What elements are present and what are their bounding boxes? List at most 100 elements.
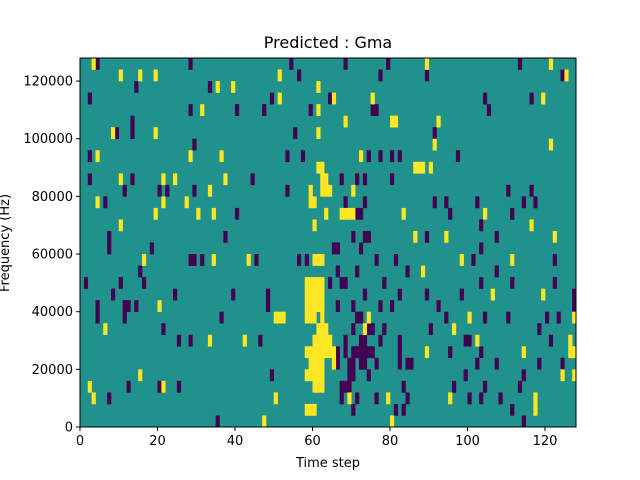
x-tick-label: 120 — [533, 434, 558, 449]
y-tick-label: 120000 — [23, 75, 73, 90]
heatmap-cell-high — [548, 58, 554, 70]
heatmap-cell-low — [351, 369, 356, 382]
heatmap-cell-high — [304, 288, 309, 301]
heatmap-cell-low — [479, 219, 484, 232]
heatmap-cell-high — [173, 173, 178, 186]
heatmap-cell-low — [475, 357, 480, 370]
heatmap-cell-high — [320, 357, 325, 370]
heatmap-cell-low — [95, 58, 100, 70]
heatmap-cell-low — [390, 300, 395, 312]
heatmap-cell-high — [320, 323, 325, 336]
heatmap-cell-high — [304, 311, 309, 324]
heatmap-cell-low — [459, 288, 464, 301]
heatmap-cell-low — [552, 277, 557, 289]
heatmap-cell-high — [95, 196, 100, 209]
heatmap-cell-low — [366, 346, 371, 359]
heatmap-cell-low — [293, 127, 298, 140]
heatmap-cell-low — [134, 300, 139, 312]
heatmap-cell-low — [444, 196, 449, 209]
heatmap-cell-low — [335, 357, 340, 370]
heatmap-cell-high — [308, 369, 313, 382]
heatmap-cell-high — [312, 403, 317, 416]
heatmap-cell-low — [366, 230, 371, 243]
heatmap-cell-low — [192, 138, 197, 151]
heatmap-cell-low — [118, 277, 123, 289]
heatmap-cell-high — [533, 403, 538, 416]
heatmap-cell-high — [312, 196, 317, 209]
heatmap-cell-low — [347, 380, 352, 393]
heatmap-cell-low — [397, 346, 402, 359]
heatmap-cell-high — [308, 288, 313, 301]
heatmap-cell-low — [374, 357, 379, 370]
heatmap-cell-low — [479, 242, 484, 255]
heatmap-cell-low — [359, 207, 364, 220]
heatmap-cell-high — [312, 311, 317, 324]
heatmap-cell-high — [324, 207, 329, 220]
heatmap-cell-high — [161, 173, 166, 186]
heatmap-cell-low — [114, 127, 120, 140]
heatmap-cell-low — [285, 150, 290, 163]
heatmap-cell-low — [362, 357, 368, 370]
heatmap-cell-high — [324, 173, 329, 186]
heatmap-cell-low — [347, 357, 352, 370]
heatmap-cell-low — [343, 346, 348, 359]
heatmap-cell-low — [409, 357, 414, 370]
y-tick-label: 0 — [65, 421, 73, 436]
heatmap-cell-low — [269, 92, 275, 105]
heatmap-cell-low — [378, 300, 383, 312]
heatmap-cell-low — [572, 300, 577, 312]
heatmap-cell-low — [339, 392, 344, 405]
heatmap-cell-high — [324, 323, 329, 336]
heatmap-cell-low — [107, 242, 112, 255]
heatmap-cell-low — [165, 184, 170, 197]
heatmap-cell-high — [421, 265, 426, 278]
heatmap-cell-low — [188, 334, 193, 347]
heatmap-cell-low — [393, 403, 399, 416]
heatmap-cell-low — [494, 357, 499, 370]
heatmap-cell-low — [397, 357, 402, 370]
heatmap-cell-low — [308, 104, 313, 116]
heatmap-cell-high — [351, 184, 356, 197]
heatmap-cell-low — [235, 207, 240, 220]
heatmap-cell-low — [192, 184, 197, 197]
heatmap-cell-low — [122, 300, 127, 312]
heatmap-cell-low — [359, 334, 364, 347]
heatmap-cell-low — [200, 254, 205, 266]
heatmap-cell-high — [328, 346, 333, 359]
heatmap-cell-high — [316, 357, 321, 370]
heatmap-cell-low — [351, 300, 356, 312]
heatmap-cell-low — [521, 196, 526, 209]
y-tick-label: 80000 — [32, 190, 73, 205]
heatmap-cell-low — [219, 311, 224, 324]
heatmap-cell-low — [355, 207, 360, 220]
heatmap-cell-low — [138, 265, 143, 278]
heatmap-cell-low — [122, 184, 127, 197]
heatmap-cell-low — [351, 230, 356, 243]
heatmap-cell-low — [95, 300, 100, 312]
heatmap-cell-high — [312, 380, 317, 393]
heatmap-cell-low — [529, 92, 534, 105]
heatmap-cell-high — [87, 380, 92, 393]
heatmap-cell-low — [552, 254, 557, 266]
heatmap-cell-low — [87, 92, 92, 105]
heatmap-cell-low — [351, 323, 356, 336]
x-tick-label: 100 — [455, 434, 480, 449]
x-axis-title: Time step — [295, 456, 360, 471]
plot-area — [79, 57, 577, 428]
heatmap-cell-high — [390, 415, 395, 428]
heatmap-cell-high — [316, 323, 321, 336]
heatmap-cell-low — [359, 357, 364, 370]
heatmap-cell-high — [331, 92, 337, 105]
heatmap-cell-high — [111, 127, 116, 140]
y-tick-label: 20000 — [32, 363, 73, 378]
heatmap-cell-low — [335, 242, 340, 255]
heatmap-cell-low — [359, 346, 364, 359]
heatmap-cell-low — [107, 392, 112, 405]
heatmap-cell-high — [118, 219, 123, 232]
heatmap-cell-high — [312, 219, 317, 232]
heatmap-cell-high — [324, 334, 329, 347]
heatmap-cell-high — [393, 115, 399, 128]
heatmap-cell-low — [328, 92, 333, 105]
y-tick-label: 100000 — [23, 132, 73, 147]
heatmap-cell-low — [378, 150, 383, 163]
